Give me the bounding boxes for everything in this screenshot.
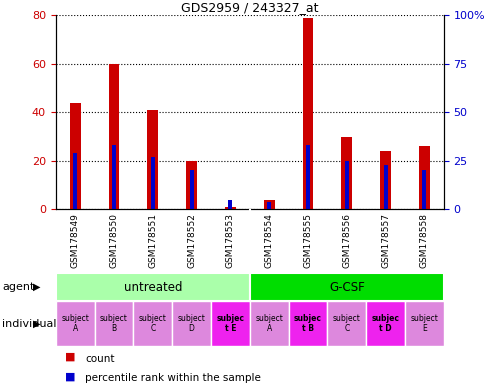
Bar [225, 207, 235, 209]
Text: subject
C: subject C [332, 314, 360, 333]
Bar [70, 103, 80, 209]
Bar [404, 301, 443, 346]
Bar [189, 170, 193, 209]
Text: untreated: untreated [123, 281, 182, 293]
Bar [422, 170, 425, 209]
Text: GSM178553: GSM178553 [226, 214, 234, 268]
Text: GSM178558: GSM178558 [419, 214, 428, 268]
Text: GSM178555: GSM178555 [303, 214, 312, 268]
Bar [133, 301, 172, 346]
Text: subject
A: subject A [61, 314, 89, 333]
Bar [228, 200, 232, 209]
Text: GSM178550: GSM178550 [109, 214, 118, 268]
Text: GSM178551: GSM178551 [148, 214, 157, 268]
Bar [383, 165, 387, 209]
Bar [56, 273, 249, 301]
Text: GSM178556: GSM178556 [342, 214, 350, 268]
Text: GSM178549: GSM178549 [71, 214, 79, 268]
Text: subject
B: subject B [100, 314, 128, 333]
Text: percentile rank within the sample: percentile rank within the sample [85, 373, 260, 383]
Text: subjec
t B: subjec t B [293, 314, 321, 333]
Text: ■: ■ [65, 352, 76, 362]
Text: subjec
t E: subjec t E [216, 314, 244, 333]
Bar [147, 110, 158, 209]
Bar [249, 301, 288, 346]
Bar [263, 200, 274, 209]
Bar [302, 18, 313, 209]
Bar [305, 145, 309, 209]
Bar [94, 301, 133, 346]
Text: individual: individual [2, 318, 57, 329]
Bar [379, 151, 390, 209]
Text: GSM178554: GSM178554 [264, 214, 273, 268]
Bar [151, 157, 154, 209]
Text: subjec
t D: subjec t D [371, 314, 399, 333]
Text: subject
E: subject E [409, 314, 438, 333]
Bar [211, 301, 249, 346]
Bar [288, 301, 327, 346]
Text: ▶: ▶ [33, 318, 40, 329]
Text: ■: ■ [65, 371, 76, 381]
Bar [327, 301, 365, 346]
Text: G-CSF: G-CSF [328, 281, 364, 293]
Bar [365, 301, 404, 346]
Text: count: count [85, 354, 114, 364]
Bar [73, 153, 77, 209]
Bar [172, 301, 211, 346]
Title: GDS2959 / 243327_at: GDS2959 / 243327_at [181, 1, 318, 14]
Text: GSM178552: GSM178552 [187, 214, 196, 268]
Bar [249, 273, 443, 301]
Bar [186, 161, 197, 209]
Bar [418, 146, 429, 209]
Bar [56, 301, 94, 346]
Text: subject
A: subject A [255, 314, 283, 333]
Text: agent: agent [2, 282, 35, 292]
Text: subject
D: subject D [177, 314, 205, 333]
Bar [341, 137, 351, 209]
Bar [344, 161, 348, 209]
Bar [112, 145, 116, 209]
Bar [267, 202, 271, 209]
Bar [108, 64, 119, 209]
Text: ▶: ▶ [33, 282, 40, 292]
Text: GSM178557: GSM178557 [380, 214, 389, 268]
Text: subject
C: subject C [138, 314, 166, 333]
